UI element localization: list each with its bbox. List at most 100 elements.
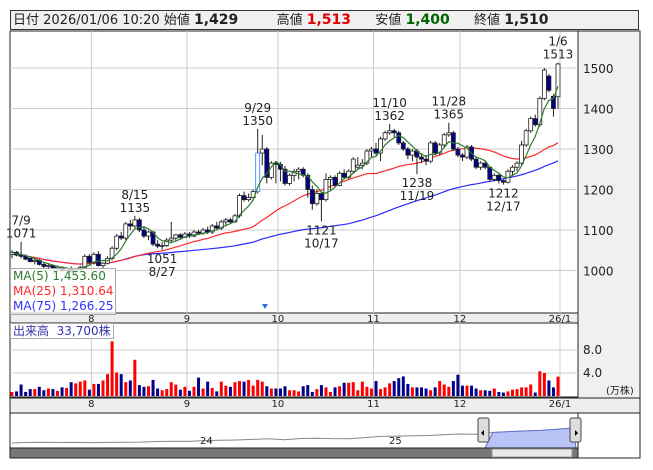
candle: [546, 74, 552, 93]
volume-bar: [506, 391, 510, 396]
volume-bar: [42, 390, 46, 396]
price-tick-label: 1500: [583, 62, 614, 76]
date-axis-band-lower: [9, 397, 641, 414]
volume-bar: [133, 359, 137, 396]
navigator-scrollbar-track[interactable]: [9, 447, 579, 459]
candle-body: [255, 152, 261, 192]
navigator-left-handle[interactable]: [477, 417, 490, 443]
candle: [168, 221, 174, 243]
volume-bar: [447, 386, 451, 396]
candle: [450, 130, 456, 152]
candle: [532, 114, 538, 127]
candle: [132, 215, 138, 228]
volume-bar: [515, 389, 519, 396]
x-tick-label: 26/1: [549, 314, 571, 325]
volume-bar: [451, 381, 455, 396]
candle-body: [519, 144, 524, 164]
volume-bar: [151, 379, 155, 396]
candle-body: [173, 234, 179, 239]
candle-body: [528, 118, 534, 132]
candle-body: [482, 162, 488, 168]
volume-bar: [401, 376, 405, 396]
candle: [378, 136, 383, 162]
candle: [268, 161, 274, 180]
volume-bar: [424, 388, 428, 396]
annotation-date: 11/28: [432, 95, 467, 109]
volume-bar: [228, 386, 232, 396]
candle: [41, 262, 47, 269]
candle-body: [332, 176, 338, 186]
candle: [382, 130, 388, 141]
date-label: 日付: [13, 13, 40, 28]
volume-bar: [383, 387, 387, 396]
candle-body: [450, 132, 456, 150]
candle: [496, 174, 502, 184]
candle: [332, 175, 338, 188]
volume-bar: [442, 384, 446, 396]
candle: [323, 173, 329, 202]
volume-bar: [106, 374, 110, 396]
candle-body: [264, 148, 270, 178]
candle-body: [405, 148, 411, 156]
candle-body: [100, 262, 106, 267]
candle-body: [136, 219, 142, 231]
navigator-right-handle[interactable]: [569, 417, 582, 443]
navigator-scrollbar-thumb[interactable]: [491, 448, 573, 458]
ma-legend: MA(5) 1,453.60 MA(25) 1,310.64 MA(75) 1,…: [10, 268, 117, 315]
high-value: 1,513: [306, 12, 352, 28]
volume-bar: [224, 385, 228, 396]
candle: [478, 161, 484, 171]
candle-body: [118, 235, 124, 239]
volume-bar: [306, 385, 310, 396]
high-label: 高値: [276, 13, 303, 28]
volume-bar: [169, 382, 173, 396]
candle: [114, 234, 120, 251]
x-tick-label: 9: [184, 314, 190, 325]
candle-body: [487, 166, 493, 180]
x-tick-label: 11: [367, 399, 380, 410]
candle: [514, 161, 520, 172]
volume-bar: [406, 383, 410, 396]
candle-body: [177, 234, 183, 238]
candle-body: [82, 255, 88, 268]
candle-body: [510, 166, 515, 172]
candle-body: [214, 225, 220, 229]
volume-bar: [87, 389, 91, 396]
candle-body: [400, 142, 406, 150]
volume-bar: [465, 385, 469, 396]
volume-bar: [206, 381, 210, 396]
annotation-value: 1212: [488, 187, 519, 201]
volume-bar: [351, 382, 355, 396]
candle-body: [209, 225, 215, 233]
volume-bar: [542, 373, 546, 396]
candle-body: [168, 237, 174, 241]
volume-bar: [201, 388, 205, 396]
navigator-year-label: 24: [200, 436, 213, 447]
candle-body: [532, 118, 538, 126]
price-tick-label: 1400: [583, 103, 614, 117]
volume-bar: [456, 374, 460, 396]
volume-bar: [488, 390, 492, 396]
volume-bar: [24, 391, 28, 396]
navigator-year-label: 25: [389, 436, 402, 447]
candle: [328, 175, 333, 190]
candle-body: [127, 223, 133, 227]
annotation-date: 8/15: [121, 188, 148, 202]
x-tick-label: 10: [272, 399, 285, 410]
candle: [282, 166, 288, 186]
candle-body: [246, 197, 252, 201]
volume-bar: [547, 380, 551, 396]
annotation-date: 12/17: [486, 200, 521, 214]
candle-body: [464, 146, 470, 158]
volume-bar: [119, 374, 123, 396]
volume-bar: [233, 382, 237, 396]
candle: [100, 262, 106, 269]
annotation-date: 1/6: [548, 35, 567, 49]
price-tick-label: 1300: [583, 143, 614, 157]
volume-bar: [183, 386, 187, 396]
candle: [209, 223, 215, 235]
candle: [155, 240, 161, 249]
volume-bar: [533, 392, 537, 396]
x-tick-label: 12: [454, 314, 467, 325]
